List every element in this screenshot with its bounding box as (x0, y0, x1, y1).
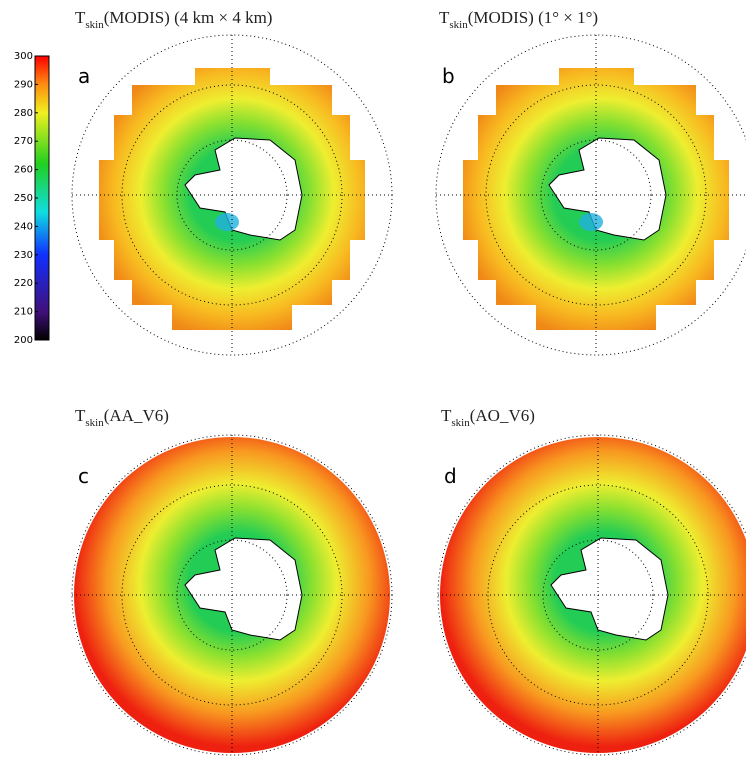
colorbar-tick-label: 220 (14, 278, 33, 289)
panel-label: d (444, 464, 457, 488)
title-text: (AA_V6) (104, 406, 169, 425)
panel-label: b (442, 64, 455, 88)
latitude-circle (71, 34, 393, 356)
title-subscript: skin (85, 417, 104, 429)
colorbar-tick-label: 290 (14, 79, 33, 90)
panel-label: a (78, 64, 90, 88)
colorbar-tick-label: 280 (14, 108, 33, 119)
colorbar-tick-label: 230 (14, 250, 33, 261)
map-panel: Tskin(MODIS) (4 km × 4 km) a (71, 8, 393, 356)
antarctica (184, 537, 303, 641)
title-text: (MODIS) (4 km × 4 km) (104, 8, 273, 27)
panel-label: c (78, 464, 89, 488)
colorbar-tick-label: 300 (14, 51, 33, 62)
colorbar-tick-label: 270 (14, 136, 33, 147)
latitude-circle (71, 434, 393, 756)
title-subscript: skin (85, 19, 104, 31)
antarctica (550, 537, 669, 641)
panel-title: Tskin(AA_V6) (75, 406, 169, 429)
panel-title: Tskin(MODIS) (1° × 1°) (439, 8, 598, 31)
map-panel: Tskin(AO_V6)d (437, 406, 746, 756)
title-symbol: T (439, 8, 450, 27)
colorbar-tick-label: 240 (14, 221, 33, 232)
latitude-circle (487, 484, 709, 706)
colorbar-tick-label: 210 (14, 307, 33, 318)
panel-title: Tskin(AO_V6) (441, 406, 535, 429)
latitude-circle (121, 84, 343, 306)
colorbar-tick-label: 200 (14, 335, 33, 346)
title-symbol: T (75, 8, 86, 27)
title-subscript: skin (449, 19, 468, 31)
map-panel: Tskin(AA_V6)c (71, 406, 393, 756)
latitude-circle (121, 484, 343, 706)
latitude-circle (485, 84, 707, 306)
cold-patch (579, 213, 603, 231)
title-subscript: skin (451, 417, 470, 429)
colorbar-tick-label: 260 (14, 165, 33, 176)
title-text: (MODIS) (1° × 1°) (468, 8, 598, 27)
panel-title: Tskin(MODIS) (4 km × 4 km) (75, 8, 272, 31)
map-panel: Tskin(MODIS) (1° × 1°) b (435, 8, 746, 356)
title-text: (AO_V6) (470, 406, 535, 425)
title-symbol: T (75, 406, 86, 425)
cold-patch (215, 213, 239, 231)
colorbar-tick-label: 250 (14, 193, 33, 204)
title-symbol: T (441, 406, 452, 425)
